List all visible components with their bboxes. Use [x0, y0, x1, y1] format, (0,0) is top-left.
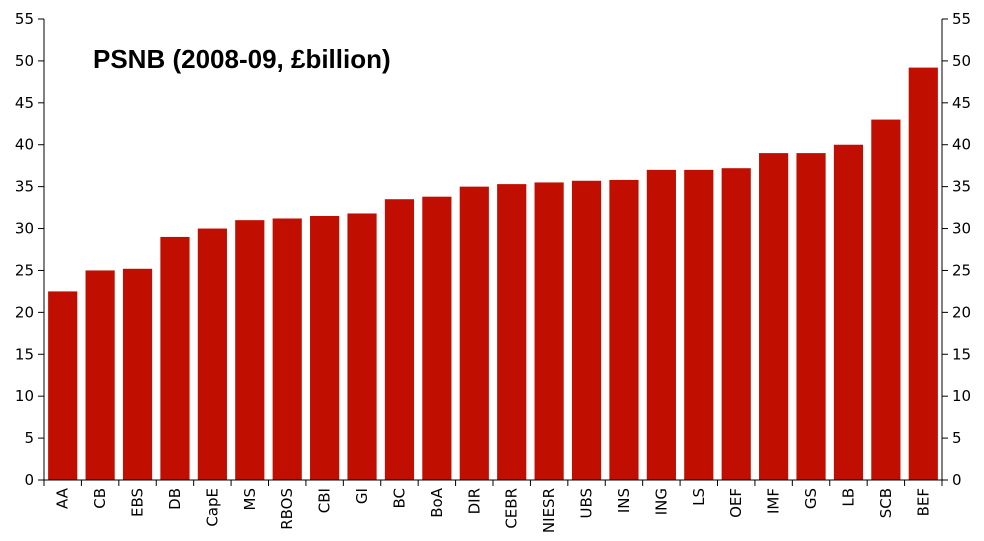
bar-ls — [684, 169, 714, 480]
y-tick-label-right: 30 — [952, 220, 971, 238]
x-tick-label-cape: CapE — [203, 488, 221, 527]
bar-aa — [48, 291, 78, 480]
x-tick-label-ins: INS — [615, 488, 633, 513]
bar-ing — [646, 169, 676, 480]
y-tick-label-left: 25 — [15, 261, 34, 279]
y-tick-label-left: 5 — [24, 429, 34, 447]
y-tick-label-right: 55 — [952, 10, 971, 28]
x-tick-label-ms: MS — [241, 488, 259, 510]
y-tick-label-left: 0 — [24, 471, 34, 489]
x-tick-label-gi: GI — [353, 488, 371, 504]
bar-cape — [197, 228, 227, 480]
x-tick-label-cb: CB — [91, 488, 109, 509]
y-tick-label-left: 10 — [15, 387, 34, 405]
x-tick-label-niesr: NIESR — [540, 488, 558, 533]
x-tick-label-gs: GS — [802, 488, 820, 509]
x-tick-label-ing: ING — [652, 488, 670, 515]
bar-imf — [759, 153, 789, 481]
x-tick-label-dir: DIR — [465, 488, 483, 514]
x-tick-label-oef: OEF — [727, 488, 745, 518]
y-tick-label-right: 50 — [952, 52, 971, 70]
x-tick-label-cbi: CBI — [316, 488, 334, 513]
bar-lb — [833, 144, 864, 481]
bar-niesr — [534, 182, 564, 480]
x-tick-label-ubs: UBS — [578, 488, 596, 519]
y-tick-label-left: 30 — [15, 220, 34, 238]
y-tick-label-left: 45 — [15, 94, 34, 112]
bar-cbi — [310, 215, 340, 480]
bar-ubs — [571, 180, 602, 480]
x-tick-label-rbos: RBOS — [278, 488, 296, 530]
x-tick-label-db: DB — [166, 488, 184, 510]
chart-title: PSNB (2008-09, £billion) — [93, 44, 391, 74]
bar-boa — [422, 196, 452, 480]
y-tick-label-right: 20 — [952, 303, 971, 321]
y-tick-label-left: 40 — [15, 136, 34, 154]
bar-ins — [609, 179, 639, 480]
y-tick-label-right: 35 — [952, 178, 971, 196]
y-tick-label-left: 20 — [15, 303, 34, 321]
x-tick-label-bc: BC — [390, 488, 408, 509]
bar-gs — [796, 153, 826, 481]
y-tick-label-right: 10 — [952, 387, 971, 405]
bar-rbos — [272, 218, 302, 481]
y-tick-label-left: 35 — [15, 178, 34, 196]
y-tick-label-right: 25 — [952, 261, 971, 279]
x-tick-label-ls: LS — [690, 488, 708, 506]
x-tick-label-imf: IMF — [765, 488, 783, 514]
bar-cb — [85, 270, 115, 480]
x-tick-label-cebr: CEBR — [503, 488, 521, 529]
category-labels-group: AA CB EBS DB CapE MS RBOS CBI GI BC BoA DIR CEBR NIES… — [54, 487, 933, 533]
x-tick-label-ebs: EBS — [129, 488, 147, 517]
x-tick-label-boa: BoA — [428, 487, 446, 517]
x-tick-label-aa: AA — [54, 487, 72, 509]
y-tick-label-right: 40 — [952, 136, 971, 154]
bar-scb — [871, 119, 901, 480]
x-tick-label-lb: LB — [839, 488, 857, 507]
y-tick-label-left: 15 — [15, 345, 34, 363]
bar-bef — [908, 67, 938, 481]
bar-cebr — [497, 184, 527, 480]
bars-group — [48, 67, 938, 481]
bar-oef — [721, 168, 751, 480]
bar-gi — [347, 213, 377, 480]
x-tick-label-scb: SCB — [877, 488, 895, 518]
y-tick-label-right: 45 — [952, 94, 971, 112]
y-tick-label-right: 5 — [952, 429, 962, 447]
x-tick-label-bef: BEF — [914, 488, 932, 516]
y-tick-label-left: 55 — [15, 10, 34, 28]
y-tick-label-right: 15 — [952, 345, 971, 363]
bar-ebs — [122, 268, 153, 480]
bar-dir — [459, 186, 489, 480]
bar-db — [160, 236, 190, 480]
bar-bc — [384, 199, 415, 480]
bar-ms — [235, 220, 265, 480]
y-tick-label-left: 50 — [15, 52, 34, 70]
y-tick-label-right: 0 — [952, 471, 962, 489]
